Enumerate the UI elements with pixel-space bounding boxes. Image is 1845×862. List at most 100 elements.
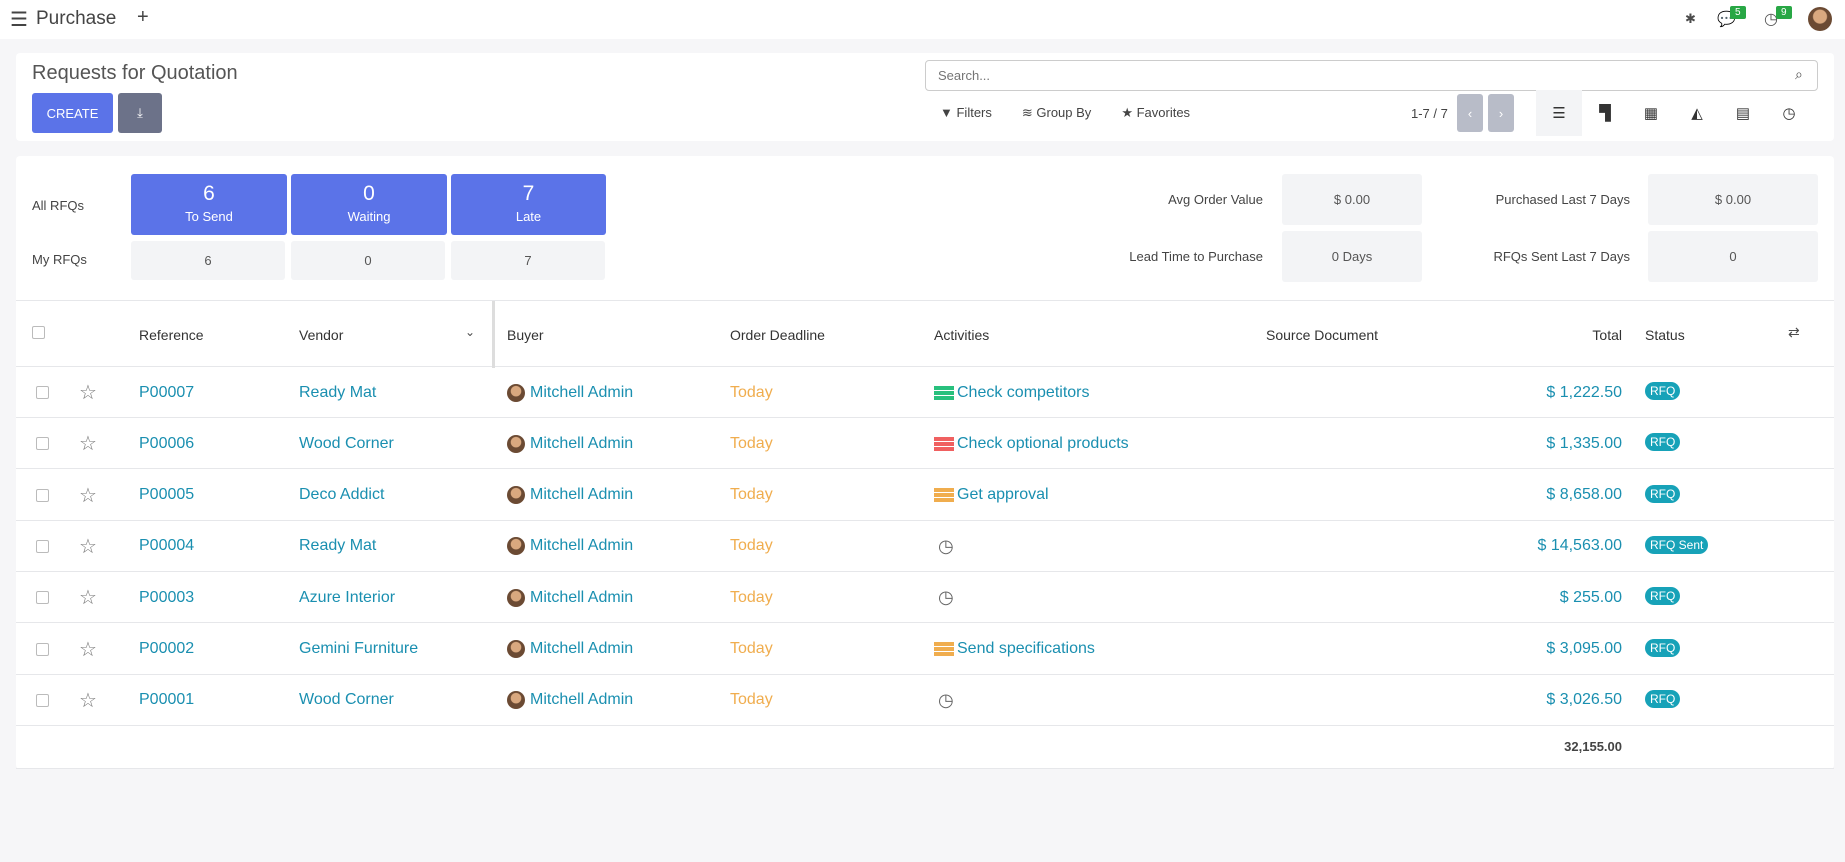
chevron-down-icon[interactable]: ⌄ xyxy=(465,325,476,339)
table-row[interactable]: ☆ P00007 Ready Mat Mitchell Admin Today … xyxy=(16,367,1834,418)
total: $ 1,335.00 xyxy=(1546,434,1622,452)
search-icon[interactable]: ⌕ xyxy=(1795,66,1803,82)
header-deadline[interactable]: Order Deadline xyxy=(730,327,825,343)
buyer-cell[interactable]: Mitchell Admin xyxy=(507,418,633,469)
total: $ 3,026.50 xyxy=(1546,691,1622,709)
list-view-icon[interactable]: ☰ xyxy=(1536,90,1582,136)
optional-columns-icon[interactable]: ⇄ xyxy=(1788,324,1800,340)
activity-cell[interactable]: Check optional products xyxy=(934,418,1129,469)
pivot-view-icon[interactable]: ▦ xyxy=(1643,105,1659,122)
star-icon[interactable]: ☆ xyxy=(79,433,97,456)
vendor-link[interactable]: Deco Addict xyxy=(299,486,385,504)
buyer-cell[interactable]: Mitchell Admin xyxy=(507,624,633,675)
tile-label: To Send xyxy=(185,209,233,224)
buyer-cell[interactable]: Mitchell Admin xyxy=(507,521,633,572)
star-icon[interactable]: ☆ xyxy=(79,535,97,558)
row-checkbox[interactable] xyxy=(36,572,49,623)
tile-late[interactable]: 7 Late xyxy=(451,174,606,235)
table-row[interactable]: ☆ P00003 Azure Interior Mitchell Admin T… xyxy=(16,572,1834,624)
header-source[interactable]: Source Document xyxy=(1266,327,1379,343)
activity-cell[interactable]: Send specifications xyxy=(934,624,1095,675)
star-icon[interactable]: ☆ xyxy=(79,587,97,610)
row-checkbox[interactable] xyxy=(36,521,49,572)
activity-cell[interactable]: Get approval xyxy=(934,470,1049,521)
my-to-send[interactable]: 6 xyxy=(131,241,285,280)
header-buyer[interactable]: Buyer xyxy=(507,327,544,343)
pager-value[interactable]: 1-7 / 7 xyxy=(1411,106,1448,121)
header-activities[interactable]: Activities xyxy=(934,327,990,343)
table-row[interactable]: ☆ P00001 Wood Corner Mitchell Admin Toda… xyxy=(16,675,1834,726)
vendor-link[interactable]: Gemini Furniture xyxy=(299,640,419,657)
group-by-button[interactable]: ≋ Group By xyxy=(1021,105,1092,120)
tile-waiting[interactable]: 0 Waiting xyxy=(291,174,447,235)
activity-view-icon[interactable]: ◷ xyxy=(1782,105,1796,122)
tile-value: 0 xyxy=(363,182,375,205)
reference-link[interactable]: P00002 xyxy=(139,640,195,657)
table-footer: 32,155.00 xyxy=(16,726,1834,769)
activity-summary: Get approval xyxy=(957,486,1049,504)
kanban-view-icon[interactable]: ▜ xyxy=(1599,105,1611,122)
row-checkbox[interactable] xyxy=(36,675,49,726)
my-late[interactable]: 7 xyxy=(451,241,605,280)
reference-link[interactable]: P00004 xyxy=(139,537,195,555)
table-row[interactable]: ☆ P00002 Gemini Furniture Mitchell Admin… xyxy=(16,624,1834,675)
row-checkbox[interactable] xyxy=(36,624,49,675)
header-status[interactable]: Status xyxy=(1645,327,1685,343)
clock-icon[interactable]: ◷ xyxy=(938,535,954,556)
buyer-cell[interactable]: Mitchell Admin xyxy=(507,675,633,726)
pager-next-button[interactable]: › xyxy=(1488,94,1514,132)
favorites-button[interactable]: ★ Favorites xyxy=(1121,105,1191,120)
activity-icon xyxy=(934,436,954,451)
table-row[interactable]: ☆ P00006 Wood Corner Mitchell Admin Toda… xyxy=(16,418,1834,470)
vendor-link[interactable]: Azure Interior xyxy=(299,588,396,606)
buyer-avatar xyxy=(507,383,525,402)
download-button[interactable]: ⤓ xyxy=(118,93,162,133)
reference-link[interactable]: P00003 xyxy=(139,588,195,606)
buyer-cell[interactable]: Mitchell Admin xyxy=(507,470,633,521)
table-row[interactable]: ☆ P00005 Deco Addict Mitchell Admin Toda… xyxy=(16,470,1834,521)
plus-icon[interactable]: + xyxy=(137,6,149,28)
calendar-view-icon[interactable]: ▤ xyxy=(1735,105,1751,122)
vendor-link[interactable]: Wood Corner xyxy=(299,434,394,452)
tile-to-send[interactable]: 6 To Send xyxy=(131,174,287,235)
vendor-link[interactable]: Wood Corner xyxy=(299,691,394,709)
my-waiting[interactable]: 0 xyxy=(291,241,445,280)
buyer-avatar xyxy=(507,486,525,505)
clock-icon[interactable]: ◷ xyxy=(938,689,954,710)
vendor-link[interactable]: Ready Mat xyxy=(299,537,377,555)
select-all-checkbox[interactable] xyxy=(32,326,45,339)
graph-view-icon[interactable]: ◭ xyxy=(1691,105,1703,122)
column-resize-handle[interactable] xyxy=(492,301,495,368)
pager-previous-button[interactable]: ‹ xyxy=(1457,94,1483,132)
star-icon[interactable]: ☆ xyxy=(79,638,97,661)
row-checkbox[interactable] xyxy=(36,470,49,521)
reference-link[interactable]: P00005 xyxy=(139,486,195,504)
total: $ 255.00 xyxy=(1559,588,1622,606)
menu-icon[interactable]: ☰ xyxy=(10,9,28,31)
bug-icon[interactable]: ✱ xyxy=(1685,11,1696,26)
activity-cell[interactable]: Check competitors xyxy=(934,367,1090,418)
header-vendor[interactable]: Vendor xyxy=(299,327,344,343)
row-checkbox[interactable] xyxy=(36,418,49,469)
reference-link[interactable]: P00006 xyxy=(139,434,195,452)
filters-button[interactable]: ▼ Filters xyxy=(940,105,992,120)
clock-icon[interactable]: ◷ xyxy=(1764,11,1778,28)
total: $ 1,222.50 xyxy=(1546,383,1622,401)
search-input[interactable] xyxy=(925,60,1818,91)
header-reference[interactable]: Reference xyxy=(139,327,204,343)
header-total[interactable]: Total xyxy=(1592,327,1622,343)
table-row[interactable]: ☆ P00004 Ready Mat Mitchell Admin Today … xyxy=(16,521,1834,572)
row-checkbox[interactable] xyxy=(36,367,49,418)
buyer-cell[interactable]: Mitchell Admin xyxy=(507,572,633,623)
vendor-link[interactable]: Ready Mat xyxy=(299,383,377,401)
buyer-cell[interactable]: Mitchell Admin xyxy=(507,367,633,418)
user-avatar[interactable] xyxy=(1808,7,1832,31)
reference-link[interactable]: P00007 xyxy=(139,383,195,401)
star-icon[interactable]: ☆ xyxy=(79,382,97,404)
star-icon[interactable]: ☆ xyxy=(79,689,97,712)
create-button[interactable]: CREATE xyxy=(32,93,113,133)
clock-icon[interactable]: ◷ xyxy=(938,587,954,608)
reference-link[interactable]: P00001 xyxy=(139,691,195,709)
favorites-label: Favorites xyxy=(1136,105,1191,120)
star-icon[interactable]: ☆ xyxy=(79,484,97,507)
